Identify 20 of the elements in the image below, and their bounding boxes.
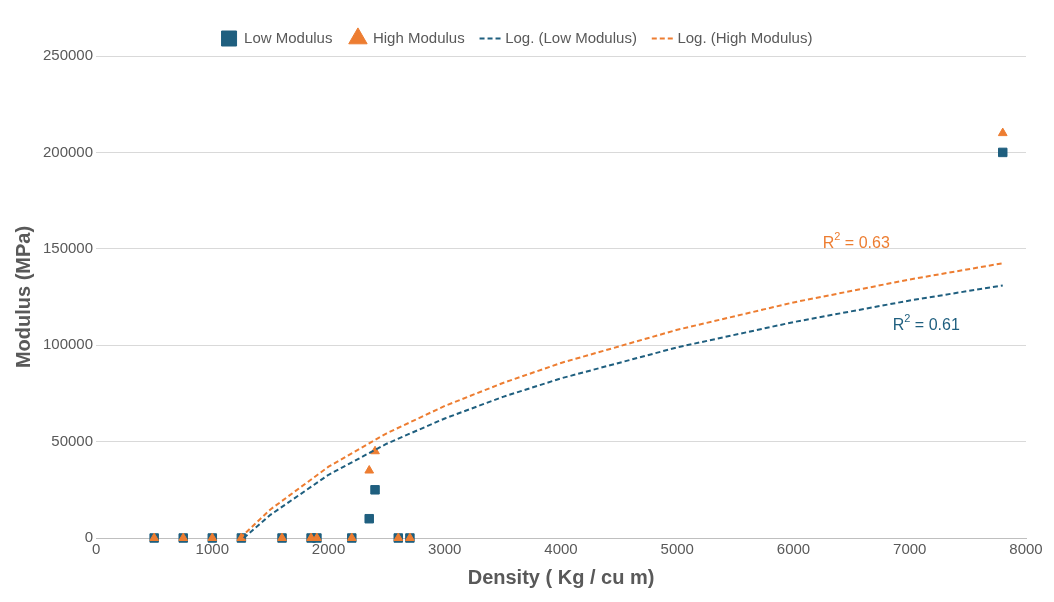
y-tick-label: 0 — [84, 528, 94, 546]
legend-label: Low Modulus — [244, 28, 333, 46]
y-tick-label: 150000 — [42, 238, 94, 256]
x-tick-label: 5000 — [660, 540, 694, 558]
x-tick-label: 8000 — [1009, 540, 1043, 558]
legend-label: Log. (Low Modulus) — [505, 28, 637, 46]
x-tick-label: 3000 — [428, 540, 462, 558]
legend-label: Log. (High Modulus) — [677, 28, 813, 46]
x-tick-label: 7000 — [893, 540, 927, 558]
x-tick-label: 2000 — [311, 540, 346, 558]
legend-label: High Modulus — [372, 28, 465, 46]
x-axis-title: Density ( Kg / cu m) — [467, 565, 655, 588]
y-tick-label: 50000 — [51, 431, 94, 449]
x-tick-label: 1000 — [195, 540, 229, 558]
y-tick-label: 100000 — [42, 335, 94, 353]
y-tick-label: 200000 — [42, 142, 94, 160]
x-tick-label: 4000 — [544, 540, 578, 558]
y-tick-label: 250000 — [42, 46, 94, 64]
x-tick-label: 6000 — [776, 540, 811, 558]
y-axis-title: Modulus (MPa) — [11, 225, 34, 369]
